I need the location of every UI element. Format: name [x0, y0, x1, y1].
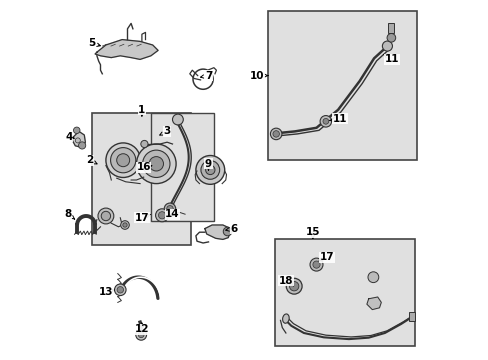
Polygon shape: [95, 40, 158, 59]
Text: 18: 18: [278, 276, 293, 286]
Circle shape: [114, 284, 126, 296]
Circle shape: [272, 131, 279, 137]
Circle shape: [223, 227, 231, 236]
Circle shape: [285, 278, 302, 294]
Circle shape: [122, 223, 127, 227]
Circle shape: [117, 154, 129, 167]
Circle shape: [138, 332, 144, 338]
Text: 8: 8: [64, 209, 75, 219]
Text: 11: 11: [329, 114, 346, 124]
Circle shape: [73, 127, 80, 134]
Circle shape: [101, 211, 110, 221]
Text: 3: 3: [160, 126, 170, 136]
Circle shape: [309, 258, 322, 271]
Text: 17: 17: [319, 252, 334, 262]
Circle shape: [166, 206, 173, 212]
Text: 17: 17: [134, 213, 150, 223]
Circle shape: [98, 208, 114, 224]
Text: 12: 12: [134, 323, 149, 334]
Circle shape: [149, 157, 163, 171]
Circle shape: [117, 287, 123, 293]
Polygon shape: [366, 297, 381, 310]
Text: 15: 15: [305, 227, 320, 238]
Circle shape: [205, 165, 215, 175]
Circle shape: [367, 272, 378, 283]
Circle shape: [106, 143, 140, 177]
Bar: [267, 11, 416, 160]
Bar: [151, 113, 213, 221]
Circle shape: [196, 156, 224, 184]
Bar: [91, 113, 190, 245]
Circle shape: [121, 221, 129, 229]
Circle shape: [289, 282, 298, 291]
Circle shape: [142, 150, 170, 177]
Text: 7: 7: [200, 71, 212, 81]
Circle shape: [158, 212, 165, 219]
Bar: [387, 23, 393, 33]
Ellipse shape: [282, 314, 288, 323]
Bar: [275, 239, 415, 346]
Ellipse shape: [160, 209, 176, 217]
Polygon shape: [72, 131, 85, 148]
Text: 5: 5: [88, 38, 100, 48]
Circle shape: [386, 33, 395, 42]
Circle shape: [322, 118, 328, 124]
Circle shape: [201, 161, 219, 179]
Text: 10: 10: [249, 71, 267, 81]
Circle shape: [136, 144, 176, 184]
Circle shape: [172, 114, 183, 125]
Text: 1: 1: [138, 105, 145, 116]
Circle shape: [382, 41, 392, 51]
Text: 16: 16: [136, 162, 151, 172]
Circle shape: [141, 140, 148, 148]
Text: 13: 13: [99, 287, 114, 297]
Circle shape: [79, 142, 85, 149]
Circle shape: [312, 261, 320, 268]
Text: 4: 4: [65, 132, 74, 142]
Text: 14: 14: [165, 209, 180, 219]
Text: 11: 11: [383, 54, 399, 64]
Text: 2: 2: [86, 155, 97, 165]
Circle shape: [136, 329, 146, 340]
Polygon shape: [204, 225, 230, 239]
Circle shape: [75, 138, 80, 143]
Text: 6: 6: [225, 224, 237, 234]
Circle shape: [270, 128, 282, 140]
Circle shape: [155, 209, 168, 222]
Circle shape: [320, 116, 331, 127]
Bar: [408, 312, 415, 321]
Circle shape: [164, 203, 175, 215]
Text: 9: 9: [204, 159, 212, 170]
Circle shape: [110, 148, 136, 173]
